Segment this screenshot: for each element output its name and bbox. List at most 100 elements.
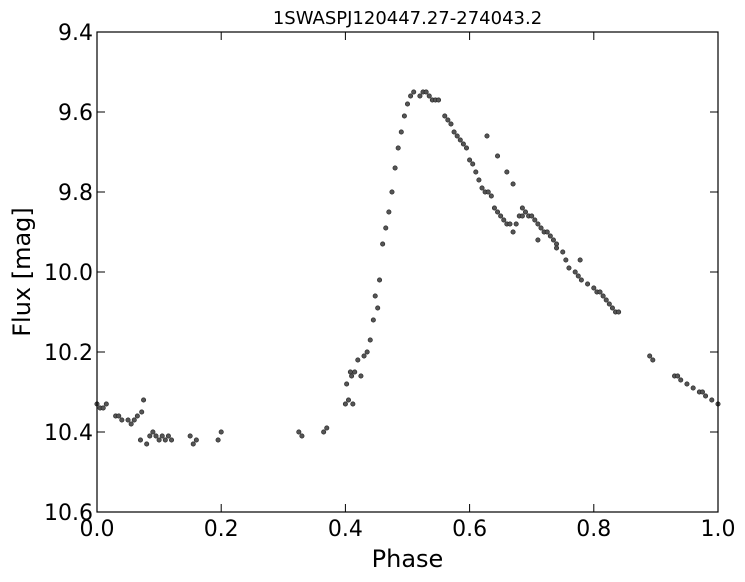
data-point <box>457 137 463 143</box>
data-point <box>451 129 457 135</box>
data-point <box>131 417 137 423</box>
data-point <box>165 433 171 439</box>
x-tick-label: 0.6 <box>452 517 487 542</box>
data-point <box>519 205 525 211</box>
data-point <box>417 93 423 99</box>
data-point <box>370 317 376 323</box>
data-point <box>703 393 709 399</box>
data-point <box>150 429 156 435</box>
data-point <box>139 409 145 415</box>
data-point <box>156 437 162 443</box>
data-point <box>187 433 193 439</box>
x-axis: 0.0 0.2 0.4 0.6 0.8 1.0 <box>80 32 736 542</box>
data-point <box>392 165 398 171</box>
data-point <box>193 437 199 443</box>
data-point <box>609 305 615 311</box>
data-point <box>404 101 410 107</box>
data-point <box>159 433 165 439</box>
data-point <box>436 97 442 103</box>
data-point <box>137 437 143 443</box>
data-point <box>344 381 350 387</box>
data-point <box>383 225 389 231</box>
data-point <box>563 257 569 263</box>
data-point <box>507 221 513 227</box>
data-point <box>426 93 432 99</box>
data-point <box>485 189 491 195</box>
data-point <box>535 237 541 243</box>
data-point <box>606 301 612 307</box>
data-point <box>547 233 553 239</box>
data-point <box>488 193 494 199</box>
data-point <box>375 305 381 311</box>
y-tick-label: 9.4 <box>58 21 93 46</box>
data-point <box>190 441 196 447</box>
data-point <box>519 213 525 219</box>
data-point <box>116 413 122 419</box>
data-point <box>675 373 681 379</box>
data-point <box>473 169 479 175</box>
data-point <box>597 289 603 295</box>
data-point <box>522 209 528 215</box>
data-point <box>141 397 147 403</box>
data-point <box>355 357 361 363</box>
data-point <box>600 293 606 299</box>
data-points <box>94 89 721 447</box>
data-point <box>510 181 516 187</box>
y-tick-label: 10.0 <box>44 261 93 286</box>
data-point <box>144 441 150 447</box>
chart-title: 1SWASPJ120447.27-274043.2 <box>273 8 542 29</box>
data-point <box>367 337 373 343</box>
data-point <box>372 293 378 299</box>
data-point <box>690 385 696 391</box>
data-point <box>535 221 541 227</box>
data-point <box>470 161 476 167</box>
data-point <box>498 213 504 219</box>
data-point <box>699 389 705 395</box>
data-point <box>125 417 131 423</box>
data-point <box>585 281 591 287</box>
data-point <box>380 241 386 247</box>
data-point <box>467 157 473 163</box>
data-point <box>495 209 501 215</box>
data-point <box>346 397 352 403</box>
data-point <box>529 213 535 219</box>
data-point <box>215 437 221 443</box>
x-tick-label: 0.8 <box>576 517 611 542</box>
data-point <box>401 113 407 119</box>
data-point <box>299 433 305 439</box>
data-point <box>501 217 507 223</box>
data-point <box>532 217 538 223</box>
data-point <box>364 349 370 355</box>
data-point <box>349 373 355 379</box>
data-point <box>100 405 106 411</box>
data-point <box>128 421 134 427</box>
data-point <box>358 373 364 379</box>
data-point <box>411 89 417 95</box>
data-point <box>510 229 516 235</box>
data-point <box>103 401 109 407</box>
data-point <box>423 89 429 95</box>
data-point <box>445 117 451 123</box>
data-point <box>442 113 448 119</box>
data-point <box>377 277 383 283</box>
data-point <box>352 369 358 375</box>
data-point <box>448 121 454 127</box>
data-point <box>647 353 653 359</box>
data-point <box>454 133 460 139</box>
y-axis-label: Flux [mag] <box>8 207 36 337</box>
y-tick-label: 10.2 <box>44 341 93 366</box>
data-point <box>361 353 367 359</box>
data-point <box>218 429 224 435</box>
x-tick-label: 1.0 <box>701 517 736 542</box>
data-point <box>578 277 584 283</box>
data-point <box>577 257 583 263</box>
data-point <box>616 309 622 315</box>
data-point <box>678 377 684 383</box>
data-point <box>495 153 501 159</box>
x-tick-label: 0.4 <box>328 517 363 542</box>
data-point <box>342 401 348 407</box>
data-point <box>650 357 656 363</box>
data-point <box>408 93 414 99</box>
data-point <box>603 297 609 303</box>
